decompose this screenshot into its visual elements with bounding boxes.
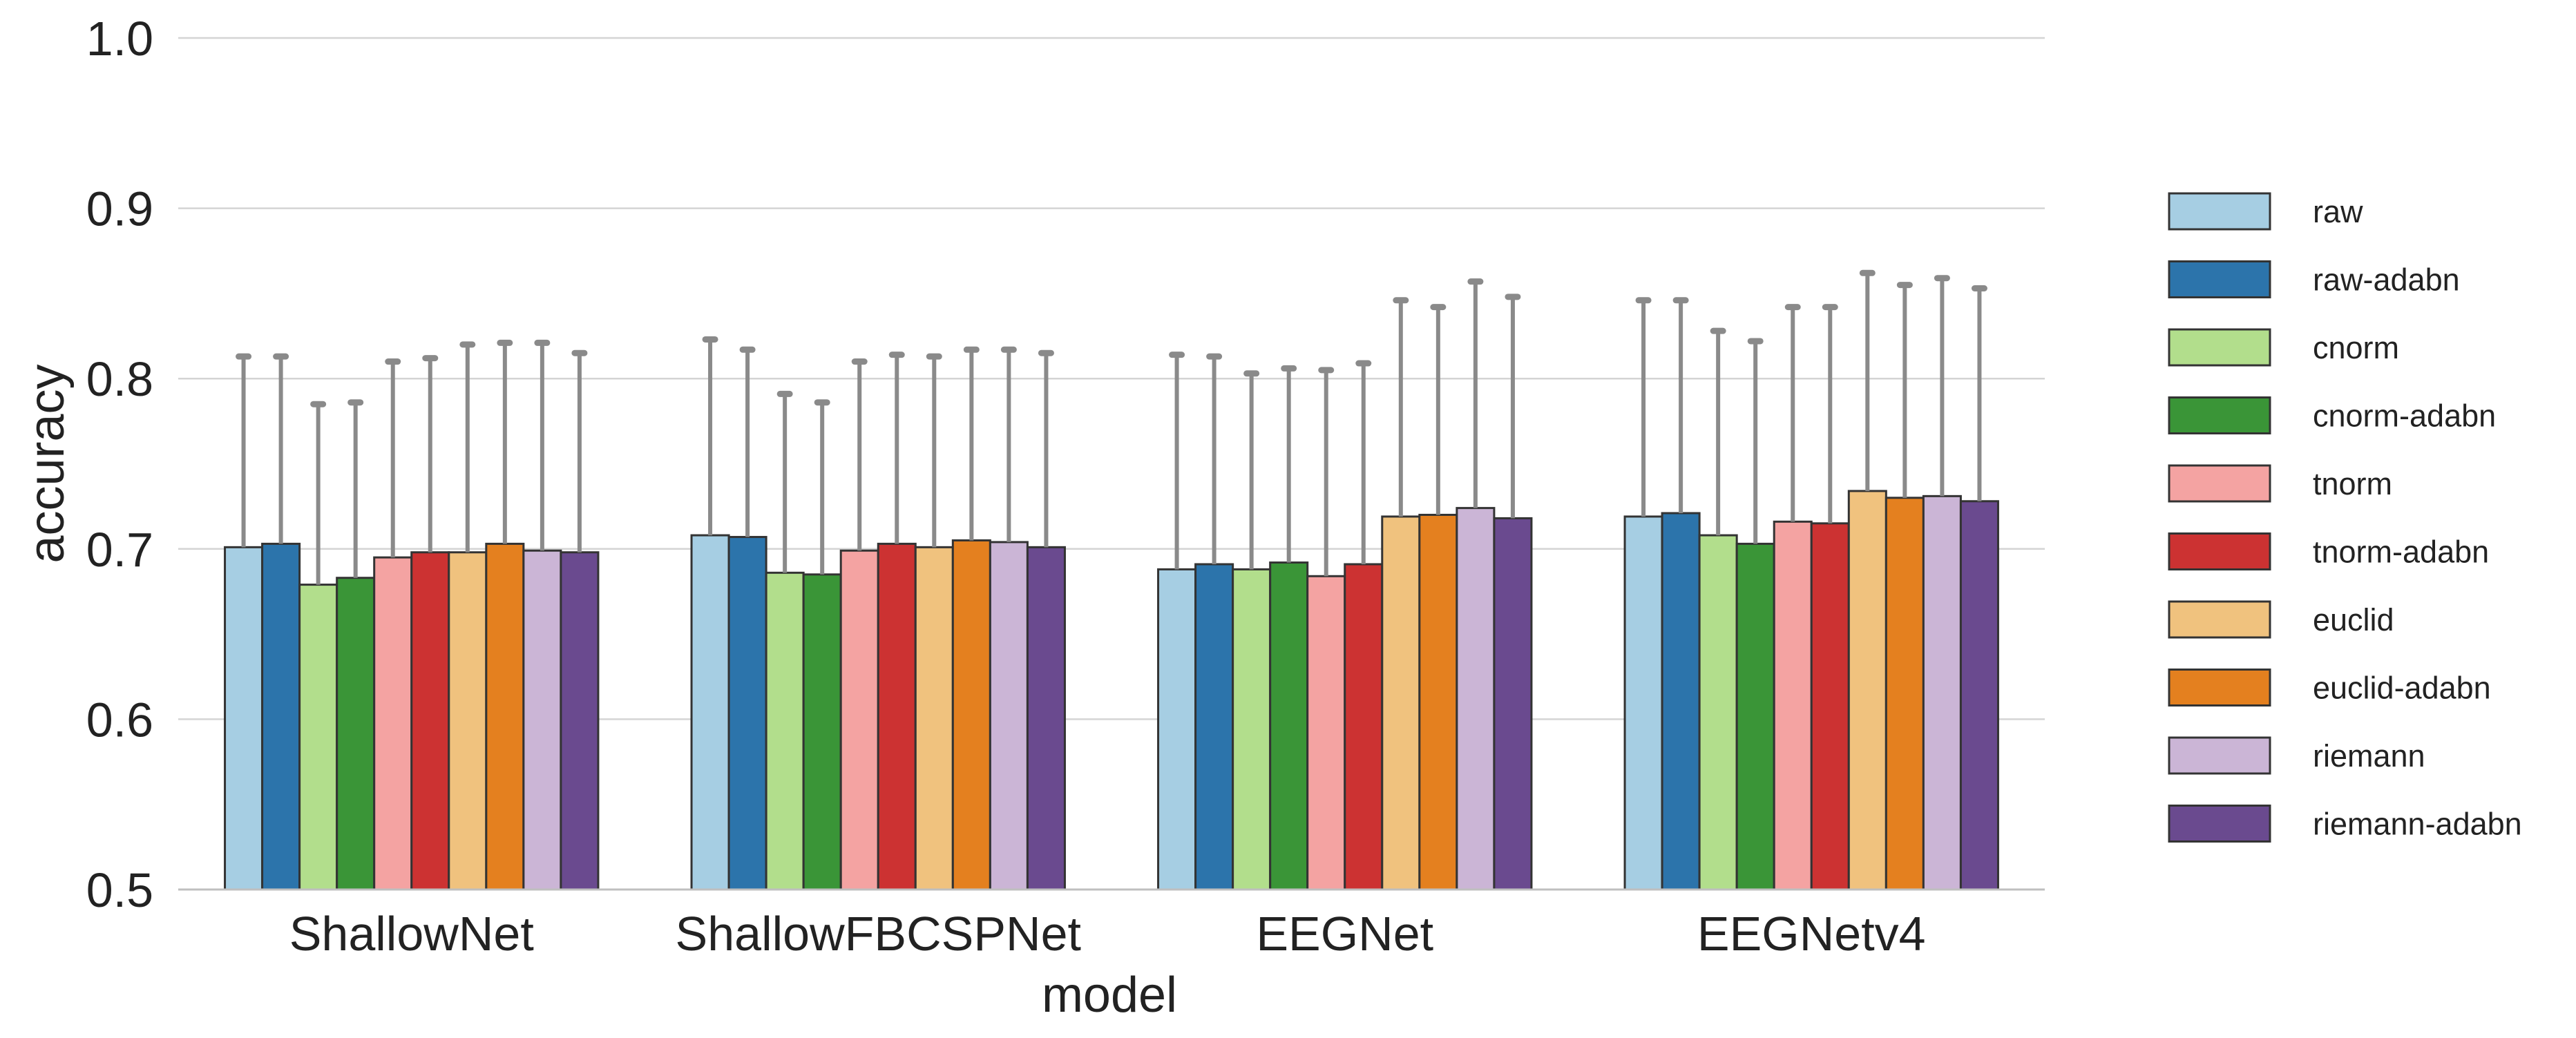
legend-swatch-tnorm-adabn <box>2168 532 2271 570</box>
bar-riemann-adabn-EEGNet <box>1493 517 1533 891</box>
bar-raw-ShallowFBCSPNet <box>690 534 730 891</box>
bar-cnorm-adabn-ShallowFBCSPNet <box>802 573 842 891</box>
bar-riemann-adabn-EEGNetv4 <box>1959 500 1999 891</box>
bar-riemann-adabn-ShallowFBCSPNet <box>1026 546 1066 891</box>
x-tick-label: ShallowNet <box>289 907 534 961</box>
bar-tnorm-adabn-EEGNetv4 <box>1810 522 1850 891</box>
bar-riemann-EEGNetv4 <box>1922 494 1962 891</box>
legend-label-raw-adabn: raw-adabn <box>2313 262 2460 298</box>
bar-cnorm-ShallowNet <box>298 584 338 891</box>
bars <box>224 490 1999 891</box>
y-tick-label: 1.0 <box>86 12 153 66</box>
bar-riemann-adabn-ShallowNet <box>560 551 600 891</box>
bar-cnorm-adabn-EEGNet <box>1269 561 1309 891</box>
legend-label-tnorm-adabn: tnorm-adabn <box>2313 535 2489 570</box>
bar-euclid-ShallowFBCSPNet <box>914 546 954 891</box>
legend-label-riemann-adabn: riemann-adabn <box>2313 807 2522 842</box>
bar-euclid-adabn-EEGNetv4 <box>1885 497 1925 891</box>
bar-tnorm-adabn-ShallowFBCSPNet <box>877 542 917 891</box>
legend-swatch-euclid-adabn <box>2168 669 2271 707</box>
y-tick-label: 0.9 <box>86 182 153 236</box>
y-axis-ticks: 0.5 0.6 0.7 0.8 0.9 1.0 <box>86 12 153 917</box>
bar-raw-ShallowNet <box>224 546 264 891</box>
x-tick-label: EEGNetv4 <box>1697 907 1926 961</box>
legend-label-cnorm: cnorm <box>2313 330 2399 365</box>
legend-label-riemann: riemann <box>2313 738 2425 773</box>
x-axis-title: model <box>1042 968 1177 1023</box>
legend-label-euclid-adabn: euclid-adabn <box>2313 671 2491 706</box>
x-axis-ticks: ShallowNet ShallowFBCSPNet EEGNet EEGNetv4 <box>289 907 1926 961</box>
y-tick-label: 0.6 <box>86 693 153 747</box>
bar-tnorm-ShallowFBCSPNet <box>839 549 879 891</box>
legend-label-cnorm-adabn: cnorm-adabn <box>2313 398 2496 434</box>
bar-raw-adabn-EEGNetv4 <box>1661 512 1701 891</box>
legend-swatch-riemann <box>2168 736 2271 775</box>
bar-riemann-ShallowFBCSPNet <box>989 541 1029 891</box>
legend-swatch-cnorm <box>2168 328 2271 367</box>
legend: raw raw-adabn cnorm cnorm-adabn tnorm tnorm-a… <box>2168 192 2522 843</box>
legend-swatch-raw-adabn <box>2168 260 2271 298</box>
error-bars <box>236 269 1987 585</box>
x-tick-label: ShallowFBCSPNet <box>676 907 1081 961</box>
bar-tnorm-EEGNet <box>1306 575 1346 891</box>
legend-swatch-raw <box>2168 192 2271 231</box>
bar-euclid-adabn-EEGNet <box>1418 513 1458 891</box>
bar-cnorm-adabn-EEGNetv4 <box>1735 542 1775 891</box>
bar-tnorm-adabn-EEGNet <box>1344 563 1384 891</box>
bar-cnorm-ShallowFBCSPNet <box>765 571 805 891</box>
bar-raw-adabn-EEGNet <box>1194 563 1234 891</box>
bar-raw-adabn-ShallowFBCSPNet <box>727 536 767 891</box>
legend-swatch-riemann-adabn <box>2168 805 2271 843</box>
legend-swatch-euclid <box>2168 600 2271 639</box>
legend-swatch-tnorm <box>2168 464 2271 503</box>
x-tick-label: EEGNet <box>1256 907 1433 961</box>
bar-tnorm-adabn-ShallowNet <box>410 551 450 891</box>
bar-cnorm-EEGNet <box>1232 568 1272 891</box>
bar-raw-adabn-ShallowNet <box>261 542 301 891</box>
bar-raw-EEGNet <box>1157 568 1197 891</box>
bar-riemann-EEGNet <box>1456 507 1496 891</box>
legend-swatch-cnorm-adabn <box>2168 396 2271 434</box>
bar-cnorm-adabn-ShallowNet <box>336 577 376 891</box>
y-tick-label: 0.8 <box>86 352 153 406</box>
legend-label-raw: raw <box>2313 194 2363 229</box>
bar-riemann-ShallowNet <box>522 549 562 891</box>
bar-euclid-adabn-ShallowFBCSPNet <box>951 539 991 891</box>
bar-cnorm-EEGNetv4 <box>1698 534 1738 891</box>
y-tick-label: 0.7 <box>86 523 153 577</box>
legend-label-euclid: euclid <box>2313 602 2394 637</box>
legend-label-tnorm: tnorm <box>2313 466 2392 501</box>
bar-euclid-EEGNet <box>1381 515 1421 891</box>
bar-euclid-adabn-ShallowNet <box>485 542 525 891</box>
y-tick-label: 0.5 <box>86 863 153 917</box>
y-axis-title: accuracy <box>19 364 75 563</box>
bar-euclid-EEGNetv4 <box>1847 490 1887 891</box>
bar-tnorm-ShallowNet <box>373 556 413 891</box>
bar-raw-EEGNetv4 <box>1623 515 1663 891</box>
bar-tnorm-EEGNetv4 <box>1773 520 1813 891</box>
bar-euclid-ShallowNet <box>448 551 488 891</box>
